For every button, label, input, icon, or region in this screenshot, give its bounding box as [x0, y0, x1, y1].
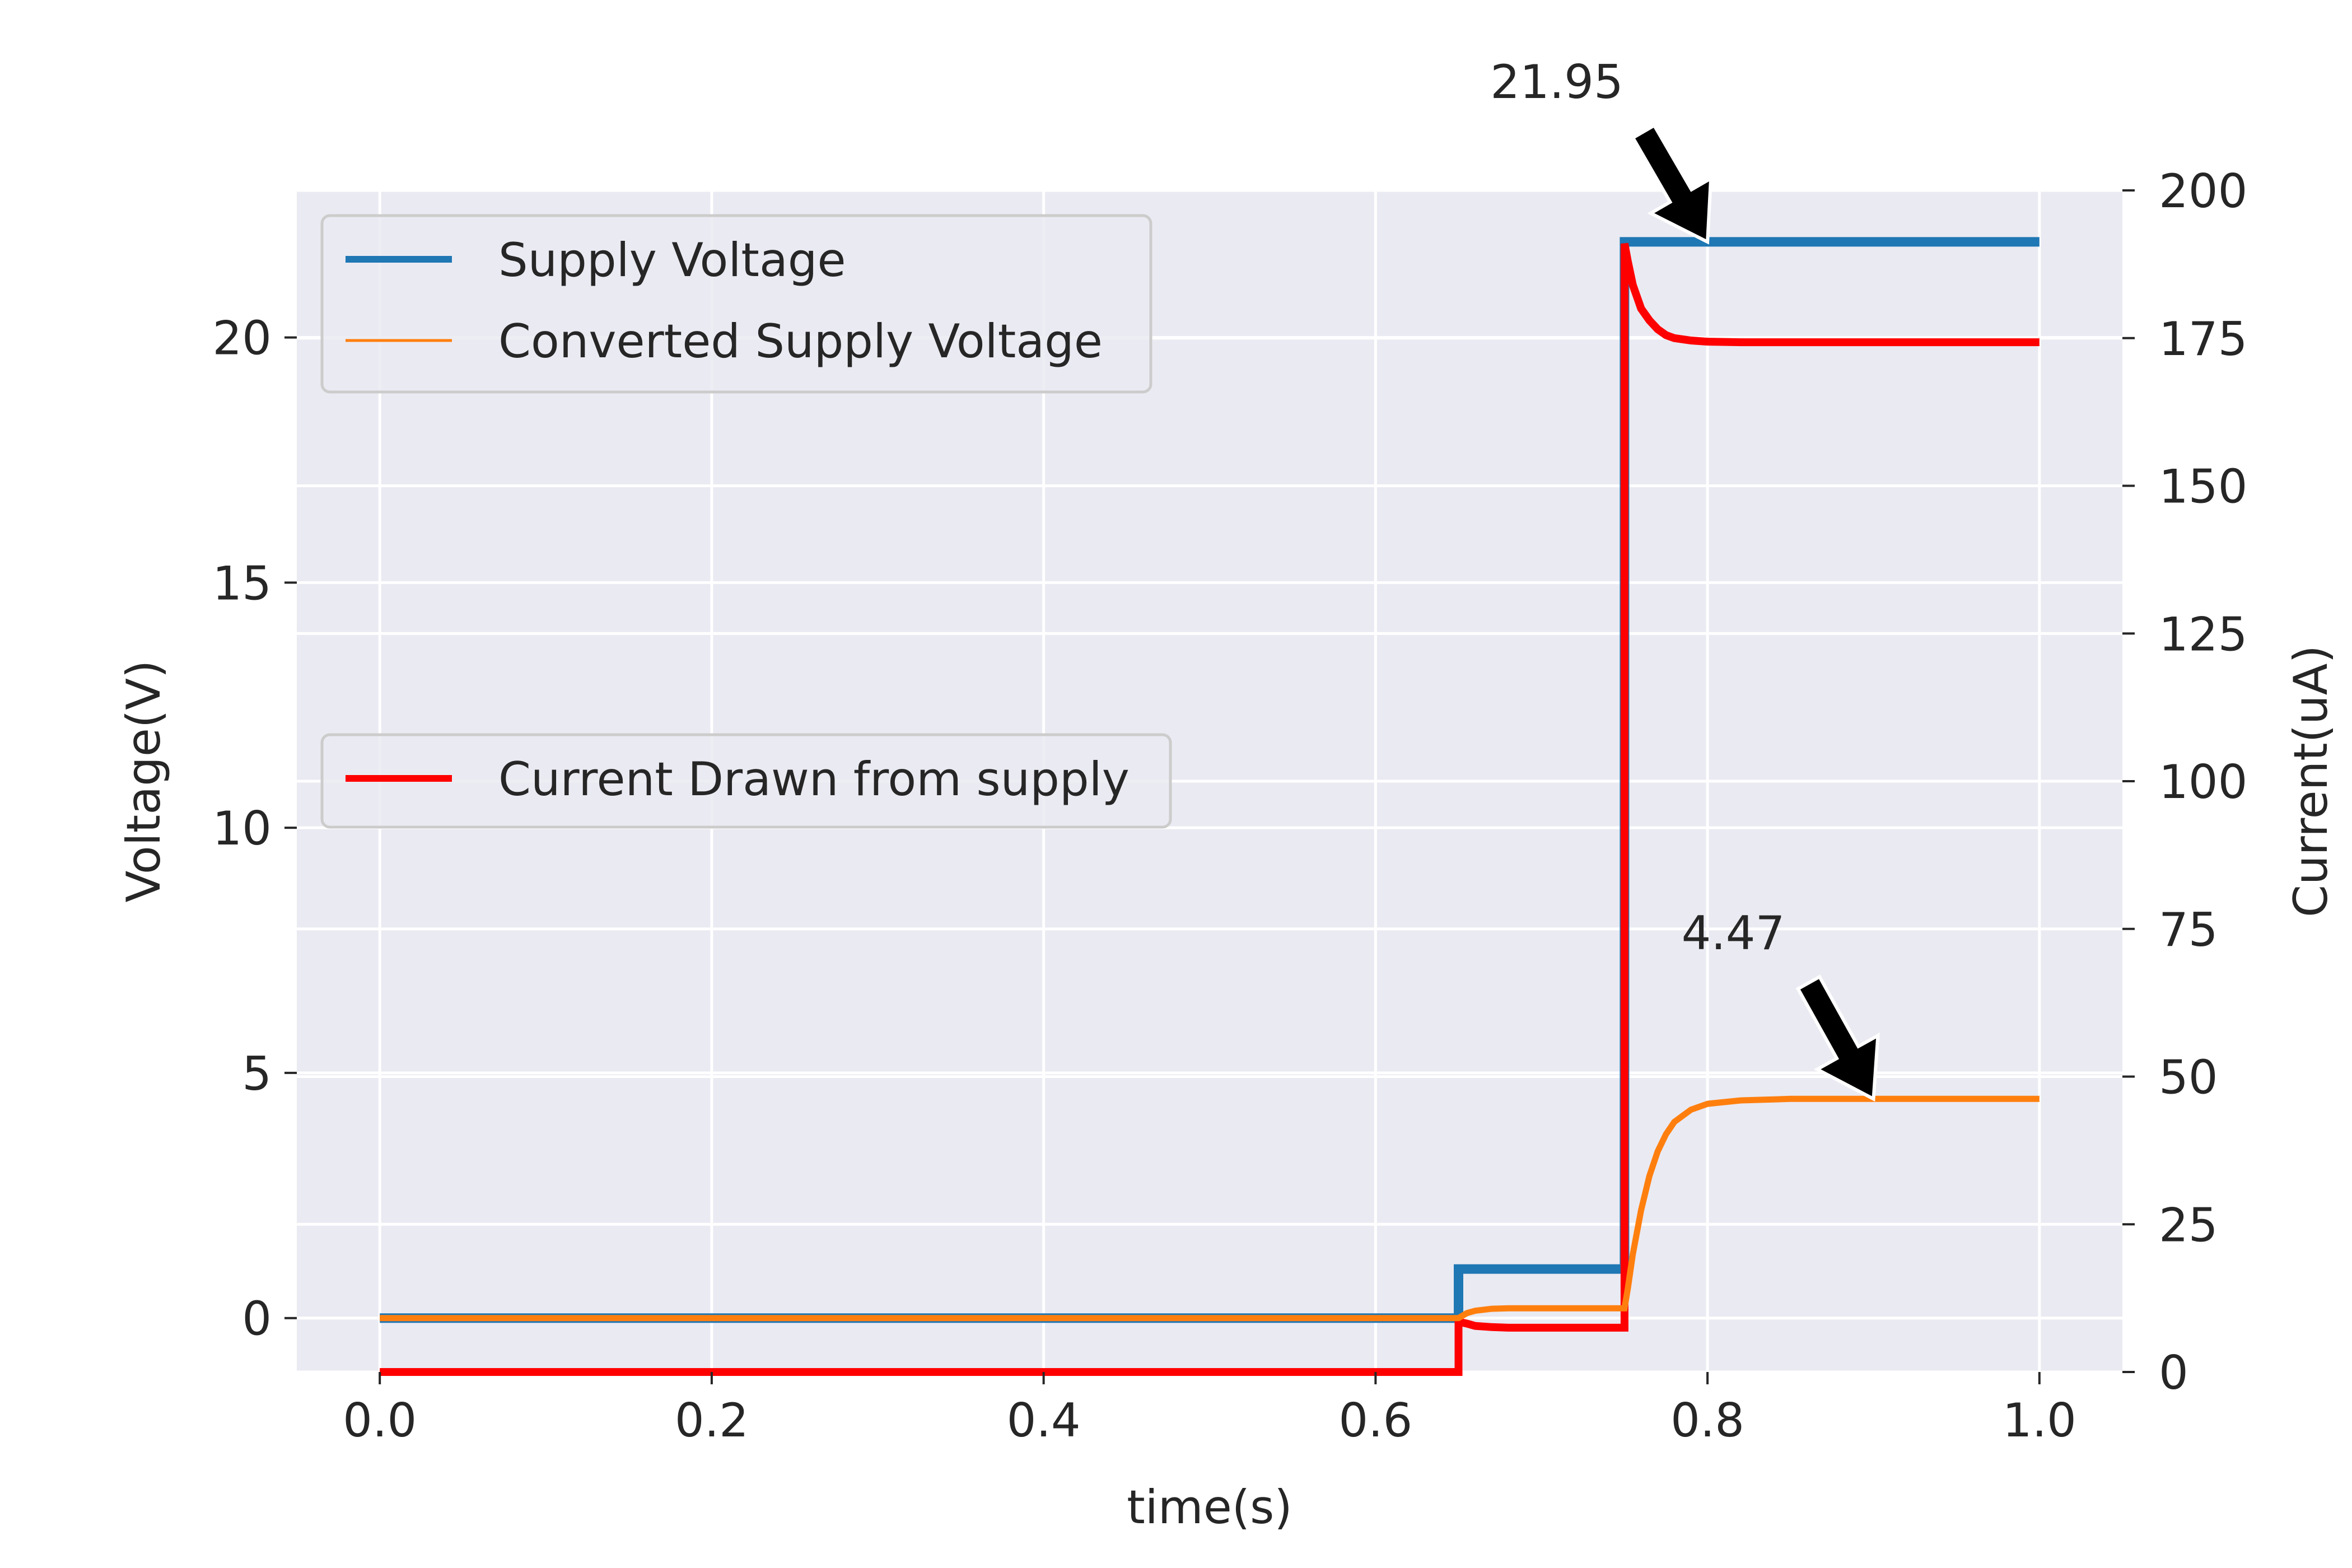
y2-tick-label: 200 [2159, 164, 2247, 218]
x-tick-label: 0.2 [675, 1393, 749, 1448]
x-tick-label: 0.4 [1007, 1393, 1081, 1448]
x-axis: 0.0 0.2 0.4 0.6 0.8 1.0 [343, 1372, 2076, 1448]
annotation-arrow [1630, 123, 1713, 245]
legend-label: Current Drawn from supply [498, 752, 1130, 806]
legend-frame [320, 214, 1152, 394]
annotation: 4.47 [1682, 906, 1880, 1102]
series-line-2 [380, 242, 2040, 1376]
y2-tick-label: 0 [2159, 1346, 2188, 1400]
legend-2: Current Drawn from supply [320, 733, 1172, 829]
x-tick-label: 0.8 [1670, 1393, 1744, 1448]
y-axis-left: 0 5 10 15 20 [212, 311, 297, 1346]
annotation-arrow [1795, 974, 1880, 1102]
legend-label: Supply Voltage [498, 233, 846, 287]
series-line-1 [380, 1095, 2040, 1322]
annotation-label: 4.47 [1682, 906, 1785, 960]
y-tick-label: 20 [212, 311, 272, 366]
y-tick-label: 15 [212, 556, 272, 610]
y-axis-label: Voltage(V) [116, 660, 171, 903]
y2-tick-label: 100 [2159, 755, 2247, 809]
x-tick-label: 1.0 [2003, 1393, 2076, 1448]
y2-tick-label: 75 [2159, 903, 2218, 957]
annotations: 21.95 4.47 [1490, 55, 1880, 1102]
annotation: 21.95 [1490, 55, 1713, 245]
annotation-label: 21.95 [1490, 55, 1623, 109]
y2-tick-label: 125 [2159, 607, 2247, 661]
legend-label: Converted Supply Voltage [498, 314, 1103, 368]
y2-tick-label: 175 [2159, 312, 2247, 366]
x-axis-label: time(s) [1127, 1480, 1292, 1534]
y2-tick-label: 50 [2159, 1051, 2218, 1105]
y2-tick-label: 25 [2159, 1198, 2218, 1252]
legend-frame [320, 733, 1172, 829]
legend-1: Supply Voltage Converted Supply Voltage [320, 214, 1152, 394]
y-tick-label: 0 [242, 1292, 272, 1346]
series-layer [380, 237, 2040, 1376]
y-tick-label: 5 [242, 1047, 272, 1101]
legends: Supply Voltage Converted Supply Voltage Cu… [320, 214, 1172, 829]
y-axis-right: 0 25 50 75 100 125 150 175 200 [2122, 164, 2247, 1400]
x-tick-label: 0.0 [343, 1393, 417, 1448]
y-tick-label: 10 [212, 801, 272, 856]
x-tick-label: 0.6 [1338, 1393, 1412, 1448]
y2-tick-label: 150 [2159, 460, 2247, 514]
y2-axis-label: Current(uA) [2284, 645, 2338, 917]
